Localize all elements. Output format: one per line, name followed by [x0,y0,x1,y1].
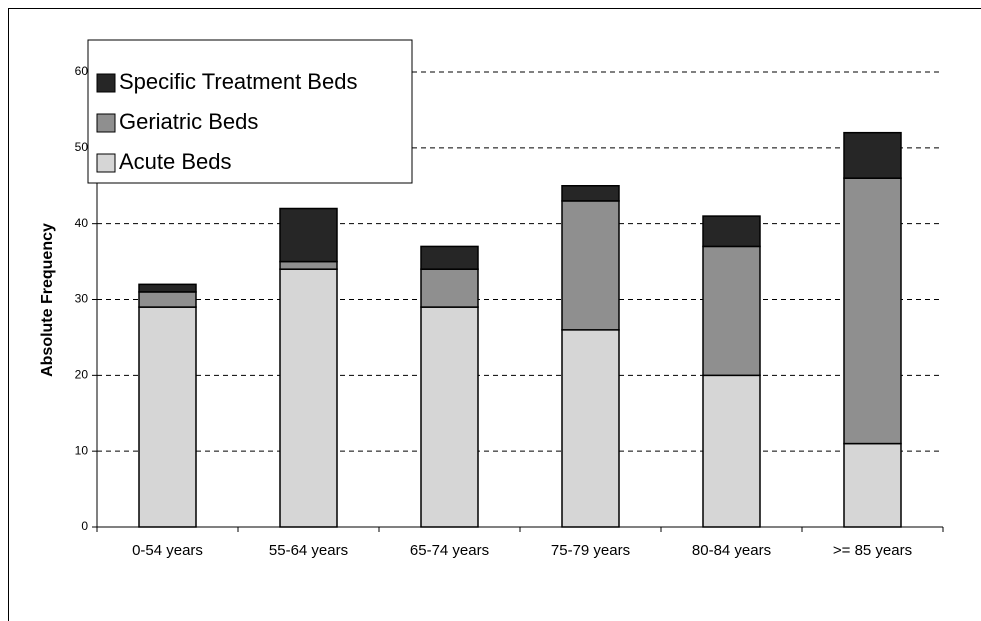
bar-segment [138,291,197,308]
bar-segment [561,185,620,202]
legend-swatch [96,153,116,173]
bar-segment [420,245,479,270]
bar-segment [138,306,197,528]
x-tick-label: 75-79 years [551,542,630,559]
x-tick-label: 65-74 years [410,542,489,559]
y-tick-label: 60 [75,64,89,78]
bar-segment [843,177,902,445]
y-tick-label: 20 [75,368,89,382]
bar-segment [279,260,338,270]
x-tick-label: 0-54 years [132,542,203,559]
x-tick-label: >= 85 years [833,542,912,559]
bar-segment [279,207,338,263]
bar-segment [420,268,479,308]
legend-label: Specific Treatment Beds [119,69,357,94]
x-tick-label: 55-64 years [269,542,348,559]
legend-label: Geriatric Beds [119,109,258,134]
bar-segment [843,442,902,528]
y-tick-label: 30 [75,292,89,306]
bar-segment [702,215,761,248]
y-tick-label: 40 [75,216,89,230]
legend-swatch [96,113,116,133]
y-axis-label: Absolute Frequency [39,223,56,377]
bar-segment [138,283,197,293]
legend-label: Acute Beds [119,149,232,174]
y-tick-label: 0 [81,519,88,533]
frame [8,8,981,621]
bar-segment [702,245,761,377]
bar-segment [420,306,479,528]
legend-swatch [96,73,116,93]
bar-segment [843,131,902,179]
bar-segment [279,268,338,528]
x-tick-label: 80-84 years [692,542,771,559]
y-tick-label: 10 [75,443,89,457]
bar-segment [561,329,620,528]
y-tick-label: 50 [75,140,89,154]
bar-segment [702,374,761,528]
bar-segment [561,200,620,331]
legend-box [87,39,413,184]
